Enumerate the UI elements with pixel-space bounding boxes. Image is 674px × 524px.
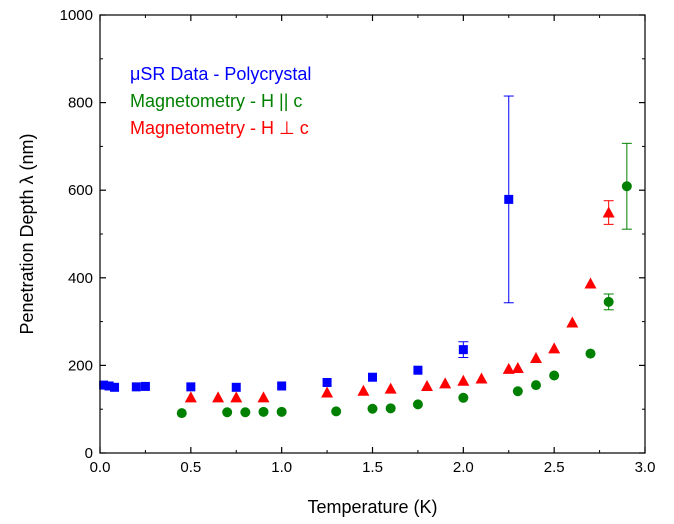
- data-point: [212, 391, 225, 403]
- y-tick-label: 600: [68, 182, 93, 199]
- data-point: [104, 381, 114, 391]
- data-point: [548, 342, 561, 354]
- data-point: [458, 392, 469, 403]
- data-point: [549, 370, 560, 381]
- data-point: [566, 316, 579, 328]
- data-point: [131, 382, 141, 392]
- data-point: [475, 372, 488, 384]
- y-tick-label: 800: [68, 95, 93, 112]
- y-tick-label: 0: [85, 445, 93, 462]
- legend-entry: Magnetometry - H || c: [130, 91, 302, 111]
- data-point: [240, 407, 251, 418]
- y-axis-title: Penetration Depth λ (nm): [17, 133, 37, 334]
- data-point: [186, 382, 196, 392]
- data-point: [603, 296, 614, 307]
- data-point: [110, 382, 120, 392]
- data-point: [184, 391, 197, 403]
- data-point: [384, 382, 397, 394]
- data-point: [367, 403, 378, 414]
- data-point: [584, 277, 597, 289]
- x-tick-label: 1.5: [362, 459, 383, 476]
- data-point: [140, 381, 150, 391]
- data-point: [511, 362, 524, 374]
- data-point: [231, 382, 241, 392]
- x-tick-label: 0.0: [90, 459, 111, 476]
- data-point: [257, 391, 270, 403]
- data-point: [530, 351, 542, 363]
- data-point: [277, 381, 287, 391]
- data-point: [421, 379, 433, 391]
- data-point: [439, 377, 452, 389]
- series-circle: [176, 142, 632, 419]
- data-point: [413, 365, 423, 375]
- legend-entry: μSR Data - Polycrystal: [130, 64, 311, 84]
- legend: μSR Data - Polycrystal Magnetometry - H |…: [130, 64, 311, 138]
- data-point: [585, 348, 596, 359]
- series-triangle: [184, 200, 615, 403]
- x-tick-label: 2.0: [453, 459, 474, 476]
- data-point: [322, 377, 332, 387]
- data-point: [276, 406, 287, 417]
- data-point: [457, 374, 470, 386]
- x-tick-label: 3.0: [635, 459, 656, 476]
- y-tick-label: 200: [68, 357, 93, 374]
- data-point: [230, 391, 243, 403]
- data-point: [621, 181, 632, 192]
- data-point: [321, 386, 334, 398]
- data-point: [602, 206, 615, 218]
- x-tick-label: 2.5: [544, 459, 565, 476]
- data-point: [458, 345, 468, 355]
- data-point: [331, 406, 342, 417]
- y-tick-label: 1000: [60, 7, 93, 24]
- data-point: [357, 384, 370, 396]
- data-point: [258, 406, 269, 417]
- x-tick-label: 1.0: [271, 459, 292, 476]
- data-point: [368, 372, 377, 382]
- x-axis-title: Temperature (K): [307, 497, 437, 517]
- data-point: [531, 380, 541, 391]
- x-tick-label: 0.5: [180, 459, 201, 476]
- data-point: [222, 407, 233, 418]
- data-point: [99, 380, 109, 390]
- data-point: [385, 403, 396, 414]
- data-point: [176, 408, 187, 419]
- legend-entry: Magnetometry - H ⊥ c: [130, 118, 309, 138]
- y-tick-label: 400: [68, 270, 93, 287]
- axes: 0.0 0.5 1.0 1.5 2.0 2.5 3.0 0 200 400 600 800 1000 Te…: [17, 7, 655, 517]
- plot-area: [99, 95, 632, 419]
- data-point: [504, 194, 514, 204]
- data-point: [512, 386, 523, 397]
- data-point: [412, 399, 423, 410]
- data-point: [502, 362, 515, 374]
- series-square: [99, 95, 514, 392]
